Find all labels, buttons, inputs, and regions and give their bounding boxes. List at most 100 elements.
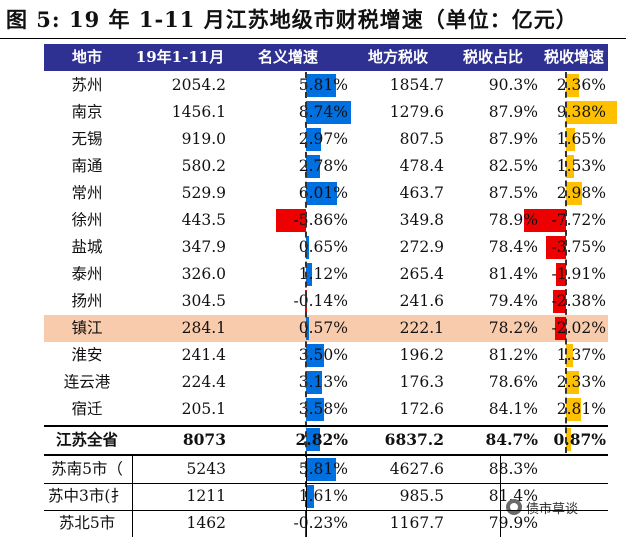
revenue-cell: 529.9 bbox=[181, 184, 226, 202]
tax-growth-cell: 2.81% bbox=[556, 400, 606, 418]
row-separator bbox=[44, 454, 608, 456]
nominal-growth-cell: 2.82% bbox=[295, 430, 348, 449]
revenue-cell: 241.4 bbox=[181, 346, 226, 364]
header-tax-growth: 税收增速 bbox=[543, 48, 604, 66]
tax-growth-bar bbox=[566, 101, 617, 124]
local-tax-cell: 463.7 bbox=[399, 184, 444, 202]
local-tax-cell: 272.9 bbox=[399, 238, 444, 256]
table-header: 地市 19年1-11月 名义增速 地方税收 税收占比 税收增速 bbox=[44, 44, 608, 71]
nominal-growth-cell: 3.50% bbox=[298, 346, 348, 364]
tax-growth-bar bbox=[566, 155, 575, 178]
revenue-cell: 326.0 bbox=[181, 265, 226, 283]
city-cell: 苏北5市 bbox=[58, 514, 116, 532]
revenue-cell: 224.4 bbox=[181, 373, 226, 391]
table-row: 江苏全省 8073 2.82% 6837.2 84.7% 0.87% bbox=[44, 426, 608, 453]
tax-growth-cell: 1.37% bbox=[556, 346, 606, 364]
local-tax-cell: 349.8 bbox=[399, 211, 444, 229]
tax-share-cell: 88.3% bbox=[488, 460, 538, 478]
table-row: 镇江 284.1 0.57% 222.1 78.2% -2.02% bbox=[44, 315, 608, 342]
tax-share-cell: 78.6% bbox=[488, 373, 538, 391]
nominal-growth-cell: 5.81% bbox=[298, 460, 348, 478]
table-row: 常州 529.9 6.01% 463.7 87.5% 2.98% bbox=[44, 180, 608, 207]
nominal-growth-bar bbox=[306, 371, 322, 394]
tax-growth-bar bbox=[566, 344, 574, 367]
city-cell: 苏州 bbox=[71, 76, 103, 94]
revenue-cell: 205.1 bbox=[181, 400, 226, 418]
table-row: 淮安 241.4 3.50% 196.2 81.2% 1.37% bbox=[44, 342, 608, 369]
revenue-cell: 443.5 bbox=[181, 211, 226, 229]
nominal-growth-bar bbox=[306, 182, 337, 205]
tax-growth-cell: 0.87% bbox=[553, 430, 606, 449]
row-separator bbox=[44, 483, 608, 484]
nominal-growth-bar bbox=[306, 398, 325, 421]
tax-share-cell: 82.5% bbox=[488, 157, 538, 175]
nominal-growth-bar bbox=[306, 317, 309, 340]
nominal-growth-bar bbox=[306, 128, 322, 151]
tax-growth-bar bbox=[566, 398, 582, 421]
local-tax-cell: 1279.6 bbox=[389, 103, 444, 121]
column-divider bbox=[132, 456, 133, 537]
nominal-growth-cell: 0.65% bbox=[298, 238, 348, 256]
revenue-cell: 580.2 bbox=[181, 157, 226, 175]
tax-growth-bar bbox=[566, 371, 579, 394]
tax-share-cell: 87.5% bbox=[488, 184, 538, 202]
local-tax-cell: 241.6 bbox=[399, 292, 444, 310]
tax-share-cell: 81.4% bbox=[488, 487, 538, 505]
nominal-growth-bar bbox=[306, 236, 310, 259]
local-tax-cell: 1854.7 bbox=[389, 76, 444, 94]
tax-growth-bar bbox=[555, 263, 566, 286]
revenue-cell: 2054.2 bbox=[171, 76, 226, 94]
nominal-growth-bar bbox=[306, 74, 336, 97]
city-cell: 无锡 bbox=[71, 130, 103, 148]
city-cell: 苏南5市（ bbox=[51, 460, 123, 478]
column-divider bbox=[500, 456, 501, 537]
revenue-cell: 919.0 bbox=[181, 130, 226, 148]
local-tax-cell: 985.5 bbox=[399, 487, 444, 505]
tax-growth-bar bbox=[566, 182, 583, 205]
local-tax-cell: 1167.7 bbox=[389, 514, 444, 532]
table-row: 南通 580.2 2.78% 478.4 82.5% 1.53% bbox=[44, 153, 608, 180]
tax-growth-cell: -3.75% bbox=[551, 238, 606, 256]
revenue-cell: 1462 bbox=[186, 514, 226, 532]
tax-share-cell: 78.4% bbox=[488, 238, 538, 256]
revenue-cell: 8073 bbox=[182, 430, 226, 449]
tax-growth-bar bbox=[566, 74, 579, 97]
table-row: 无锡 919.0 2.97% 807.5 87.9% 1.65% bbox=[44, 126, 608, 153]
nominal-growth-cell: -0.14% bbox=[293, 292, 348, 310]
tax-share-cell: 81.4% bbox=[488, 265, 538, 283]
nominal-growth-cell: 1.12% bbox=[298, 265, 348, 283]
tax-growth-cell: -2.38% bbox=[551, 292, 606, 310]
tax-growth-bar bbox=[566, 128, 575, 151]
table-row: 盐城 347.9 0.65% 272.9 78.4% -3.75% bbox=[44, 234, 608, 261]
tax-growth-bar bbox=[524, 209, 566, 232]
nominal-growth-cell: 0.57% bbox=[298, 319, 348, 337]
nominal-growth-bar bbox=[306, 458, 336, 481]
tax-share-cell: 79.9% bbox=[488, 514, 538, 532]
tax-growth-cell bbox=[540, 456, 606, 483]
local-tax-cell: 222.1 bbox=[399, 319, 444, 337]
table-row: 南京 1456.1 8.74% 1279.6 87.9% 9.38% bbox=[44, 99, 617, 126]
tax-growth-cell: -1.91% bbox=[551, 265, 606, 283]
tax-share-cell: 84.1% bbox=[488, 400, 538, 418]
nominal-growth-bar bbox=[276, 209, 306, 232]
row-separator bbox=[44, 425, 608, 427]
logo-text: 债市草谈 bbox=[526, 501, 579, 517]
local-tax-cell: 196.2 bbox=[399, 346, 444, 364]
header-tax-share: 税收占比 bbox=[462, 48, 523, 66]
tax-growth-cell: 2.98% bbox=[556, 184, 606, 202]
tax-share-cell: 81.2% bbox=[488, 346, 538, 364]
city-cell: 盐城 bbox=[71, 238, 103, 256]
nominal-growth-cell: 3.13% bbox=[298, 373, 348, 391]
table-row: 苏州 2054.2 5.81% 1854.7 90.3% 2.36% bbox=[44, 72, 608, 99]
city-cell: 南京 bbox=[71, 103, 103, 121]
tax-growth-cell: 1.53% bbox=[556, 157, 606, 175]
tax-growth-cell: 2.36% bbox=[556, 76, 606, 94]
table-row: 苏中3市(扌 1211 1.61% 985.5 81.4% bbox=[44, 483, 608, 510]
tax-share-cell: 87.9% bbox=[488, 130, 538, 148]
header-nominal-growth: 名义增速 bbox=[257, 48, 318, 66]
table-row: 宿迁 205.1 3.58% 172.6 84.1% 2.81% bbox=[44, 396, 608, 423]
tax-share-cell: 79.4% bbox=[488, 292, 538, 310]
header-revenue: 19年1-11月 bbox=[135, 48, 225, 66]
tax-growth-bar bbox=[553, 290, 566, 313]
city-cell: 泰州 bbox=[71, 265, 103, 283]
